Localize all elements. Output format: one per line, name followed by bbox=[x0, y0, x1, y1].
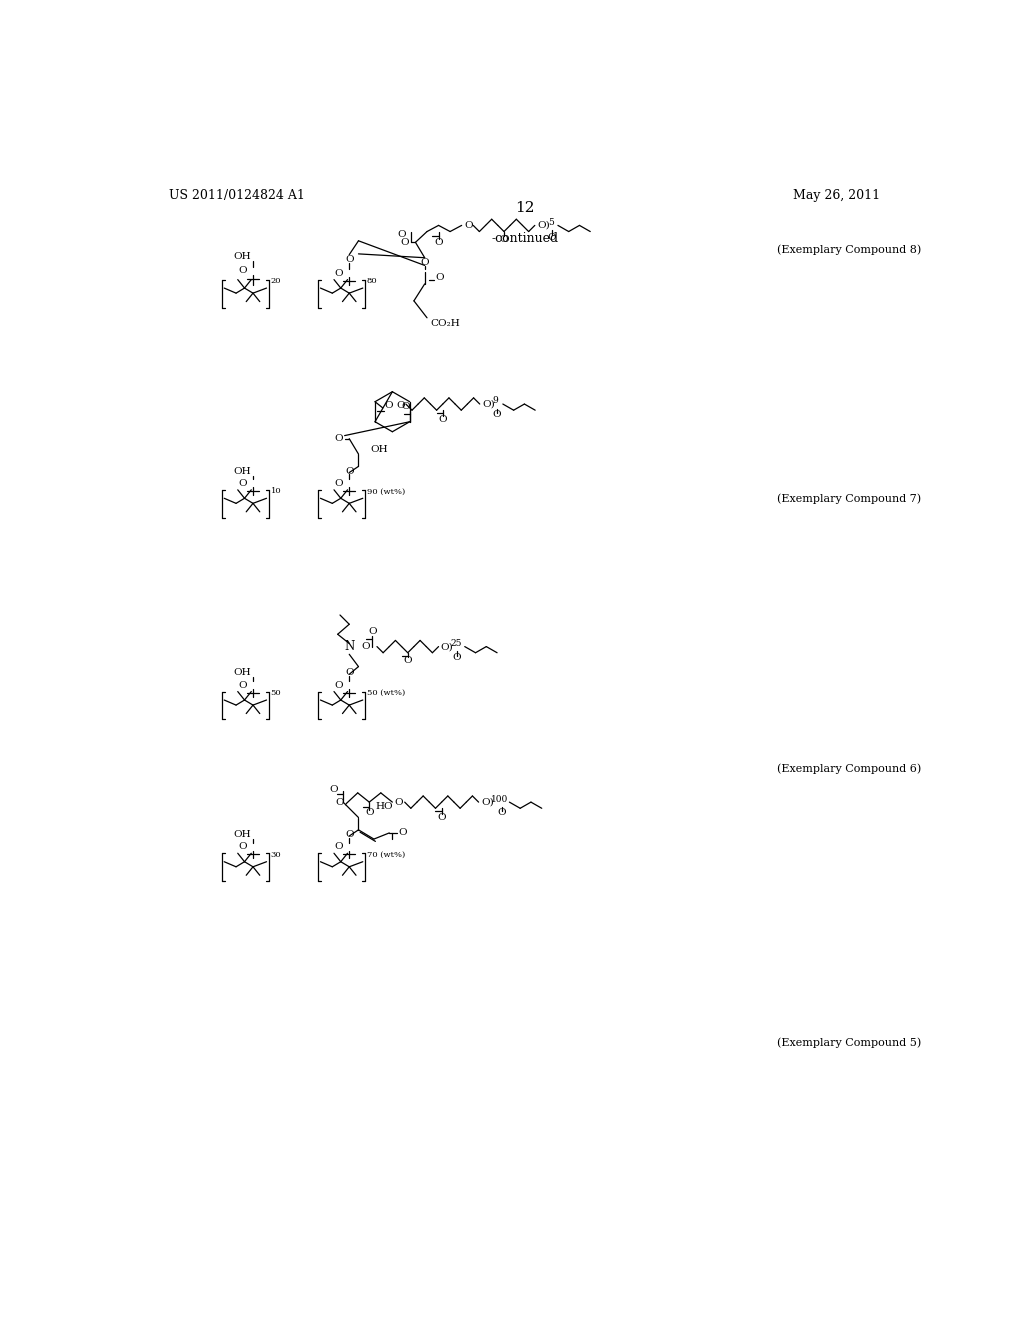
Text: 9: 9 bbox=[493, 396, 498, 405]
Text: 50: 50 bbox=[270, 689, 282, 697]
Text: O: O bbox=[365, 808, 374, 817]
Text: (Exemplary Compound 8): (Exemplary Compound 8) bbox=[777, 244, 922, 255]
Text: O): O) bbox=[481, 797, 494, 807]
Text: O: O bbox=[500, 235, 508, 244]
Text: O: O bbox=[384, 401, 393, 411]
Text: 25: 25 bbox=[451, 639, 463, 648]
Text: O: O bbox=[334, 681, 343, 689]
Text: O: O bbox=[434, 238, 442, 247]
Text: O: O bbox=[238, 267, 247, 276]
Text: 70 (wt%): 70 (wt%) bbox=[367, 851, 406, 859]
Text: O: O bbox=[334, 434, 343, 444]
Text: (Exemplary Compound 5): (Exemplary Compound 5) bbox=[777, 1038, 922, 1048]
Text: O: O bbox=[368, 627, 377, 636]
Text: O: O bbox=[397, 230, 406, 239]
Text: O: O bbox=[437, 813, 446, 822]
Text: O: O bbox=[464, 220, 473, 230]
Text: O: O bbox=[336, 797, 344, 807]
Text: 90 (wt%): 90 (wt%) bbox=[367, 487, 406, 495]
Text: -continued: -continued bbox=[492, 231, 558, 244]
Text: O: O bbox=[334, 269, 343, 277]
Text: O: O bbox=[394, 797, 403, 807]
Text: O: O bbox=[493, 411, 501, 420]
Text: 10: 10 bbox=[270, 487, 282, 495]
Text: O: O bbox=[345, 830, 353, 840]
Text: (Exemplary Compound 7): (Exemplary Compound 7) bbox=[777, 494, 922, 504]
Text: O: O bbox=[334, 479, 343, 488]
Text: O: O bbox=[361, 642, 371, 651]
Text: O): O) bbox=[441, 642, 454, 651]
Text: OH: OH bbox=[233, 466, 251, 475]
Text: O: O bbox=[398, 829, 408, 837]
Text: OH: OH bbox=[233, 668, 251, 677]
Text: O: O bbox=[238, 842, 247, 851]
Text: O: O bbox=[334, 842, 343, 851]
Text: O: O bbox=[396, 401, 406, 411]
Text: US 2011/0124824 A1: US 2011/0124824 A1 bbox=[169, 189, 305, 202]
Text: O: O bbox=[498, 808, 506, 817]
Text: HO: HO bbox=[376, 803, 393, 812]
Text: OH: OH bbox=[233, 252, 251, 261]
Text: CO₂H: CO₂H bbox=[431, 319, 461, 329]
Text: (Exemplary Compound 6): (Exemplary Compound 6) bbox=[777, 763, 922, 774]
Text: OH: OH bbox=[371, 445, 388, 454]
Text: O: O bbox=[330, 785, 338, 795]
Text: N: N bbox=[344, 640, 354, 653]
Text: O: O bbox=[345, 668, 353, 677]
Text: 12: 12 bbox=[515, 201, 535, 215]
Text: O: O bbox=[438, 414, 447, 424]
Text: OH: OH bbox=[233, 830, 251, 840]
Text: 50 (wt%): 50 (wt%) bbox=[367, 689, 406, 697]
Text: 80: 80 bbox=[367, 277, 378, 285]
Text: O: O bbox=[435, 273, 444, 282]
Text: O: O bbox=[238, 479, 247, 488]
Text: O: O bbox=[401, 401, 411, 411]
Text: 20: 20 bbox=[270, 277, 282, 285]
Text: 100: 100 bbox=[490, 795, 508, 804]
Text: O: O bbox=[345, 466, 353, 475]
Text: O): O) bbox=[482, 400, 495, 408]
Text: O: O bbox=[403, 656, 412, 665]
Text: O: O bbox=[345, 255, 353, 264]
Text: 30: 30 bbox=[270, 851, 282, 859]
Text: May 26, 2011: May 26, 2011 bbox=[794, 189, 881, 202]
Text: O: O bbox=[548, 234, 556, 242]
Text: O: O bbox=[238, 681, 247, 689]
Text: O: O bbox=[421, 257, 429, 267]
Text: O): O) bbox=[538, 220, 550, 230]
Text: O: O bbox=[400, 238, 409, 247]
Text: 5: 5 bbox=[549, 218, 555, 227]
Text: O: O bbox=[453, 653, 462, 661]
